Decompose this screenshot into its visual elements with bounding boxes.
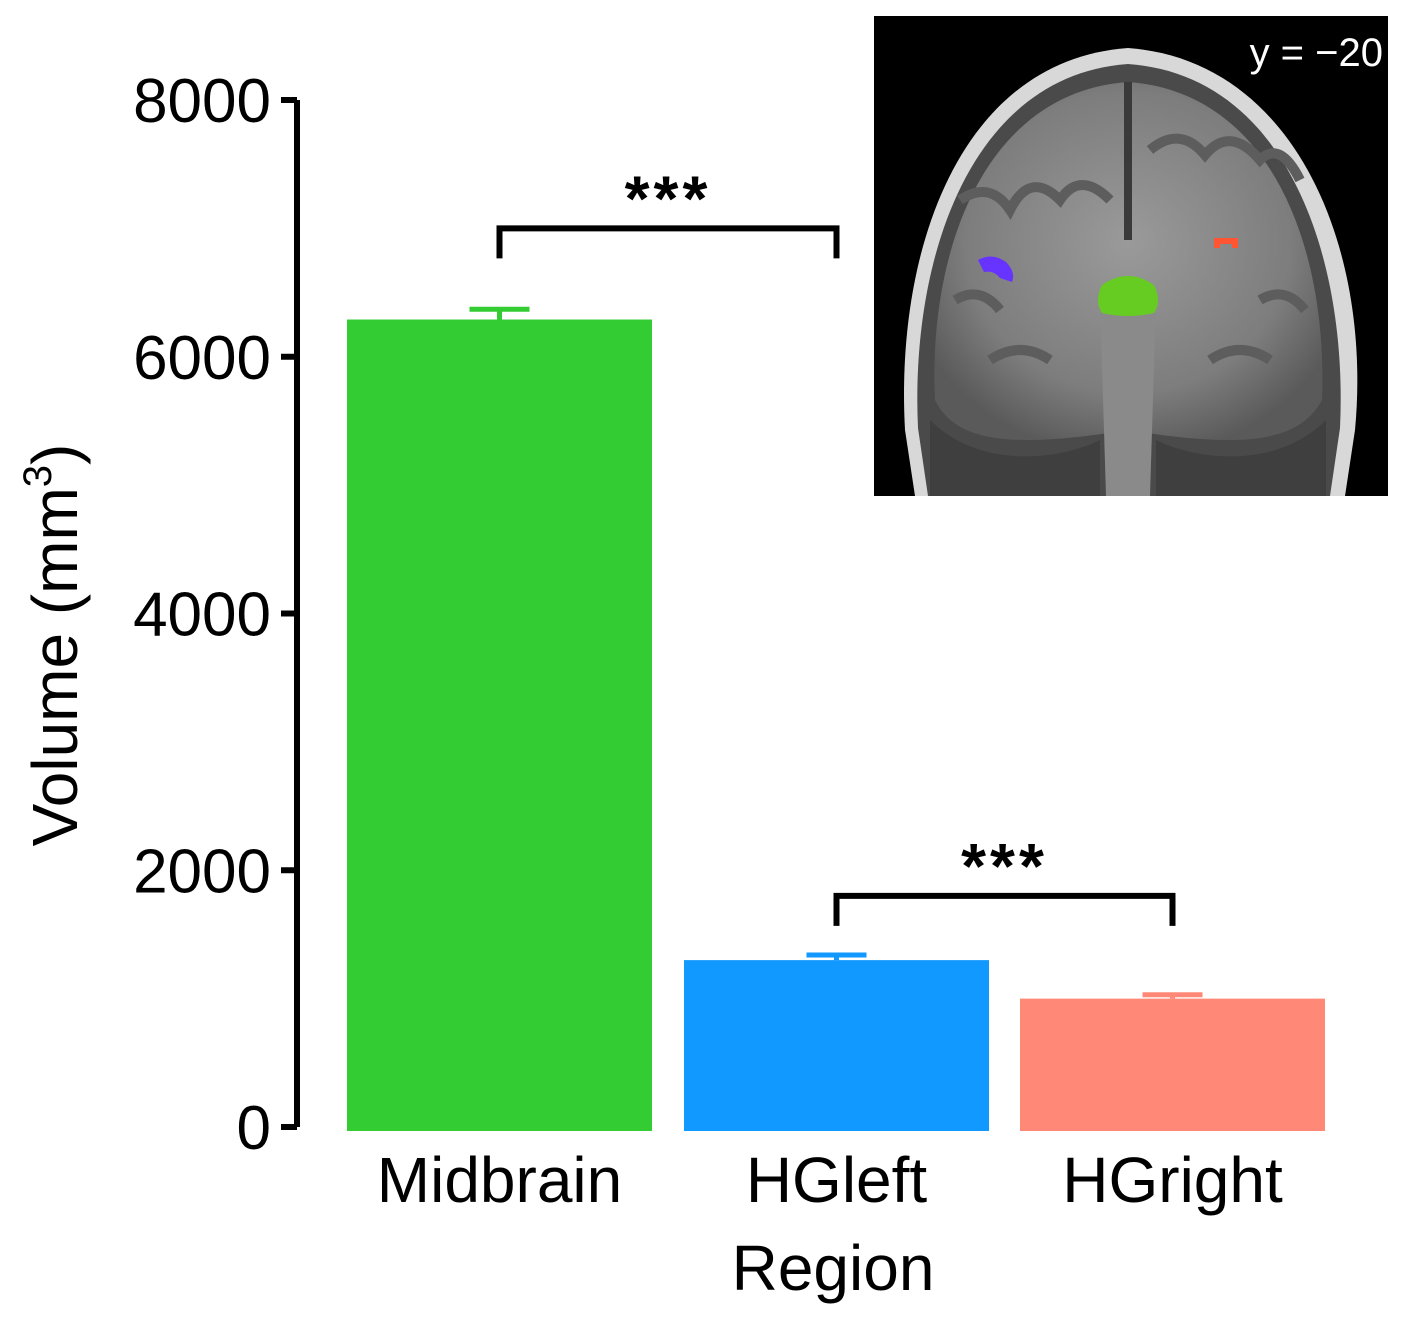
y-axis-title-close: )	[19, 444, 91, 465]
x-axis-title: Region	[732, 1232, 935, 1304]
category-label: HGleft	[746, 1144, 928, 1216]
y-tick-label: 2000	[133, 837, 271, 906]
y-tick-label: 0	[237, 1094, 271, 1163]
bar-hgright	[1020, 998, 1325, 1131]
significance-bracket	[496, 225, 840, 259]
category-label: Midbrain	[377, 1144, 622, 1216]
y-tick-label: 6000	[133, 324, 271, 393]
y-axis-title: Volume (mm3)	[16, 444, 91, 847]
y-ticks-layer: 0 2000 4000 6000 8000	[133, 67, 297, 1163]
roi-right-hg	[1214, 238, 1238, 248]
bar-hgleft	[684, 960, 989, 1131]
significance-label: ***	[961, 830, 1048, 902]
category-labels-layer: Midbrain HGleft HGright	[377, 1144, 1283, 1216]
category-label: HGright	[1062, 1144, 1283, 1216]
significance-bracket	[833, 892, 1176, 926]
bars-layer	[347, 319, 1325, 1131]
significance-layer: *** ***	[496, 162, 1176, 926]
y-axis-title-main: Volume (mm	[19, 487, 91, 846]
y-tick-label: 4000	[133, 581, 271, 650]
mri-inset: y = −20	[874, 16, 1388, 496]
significance-label: ***	[625, 162, 712, 234]
brain-gyri	[952, 133, 1309, 365]
y-tick-label: 8000	[133, 67, 271, 136]
bar-midbrain	[347, 319, 652, 1131]
error-bars-layer	[469, 306, 1203, 999]
inset-slice-label: y = −20	[1250, 31, 1383, 75]
lower-tissue	[930, 420, 1326, 496]
roi-midbrain	[1098, 276, 1158, 316]
roi-left-hg	[978, 256, 1014, 282]
brainstem	[1100, 300, 1156, 496]
y-axis-title-superscript: 3	[16, 465, 60, 487]
